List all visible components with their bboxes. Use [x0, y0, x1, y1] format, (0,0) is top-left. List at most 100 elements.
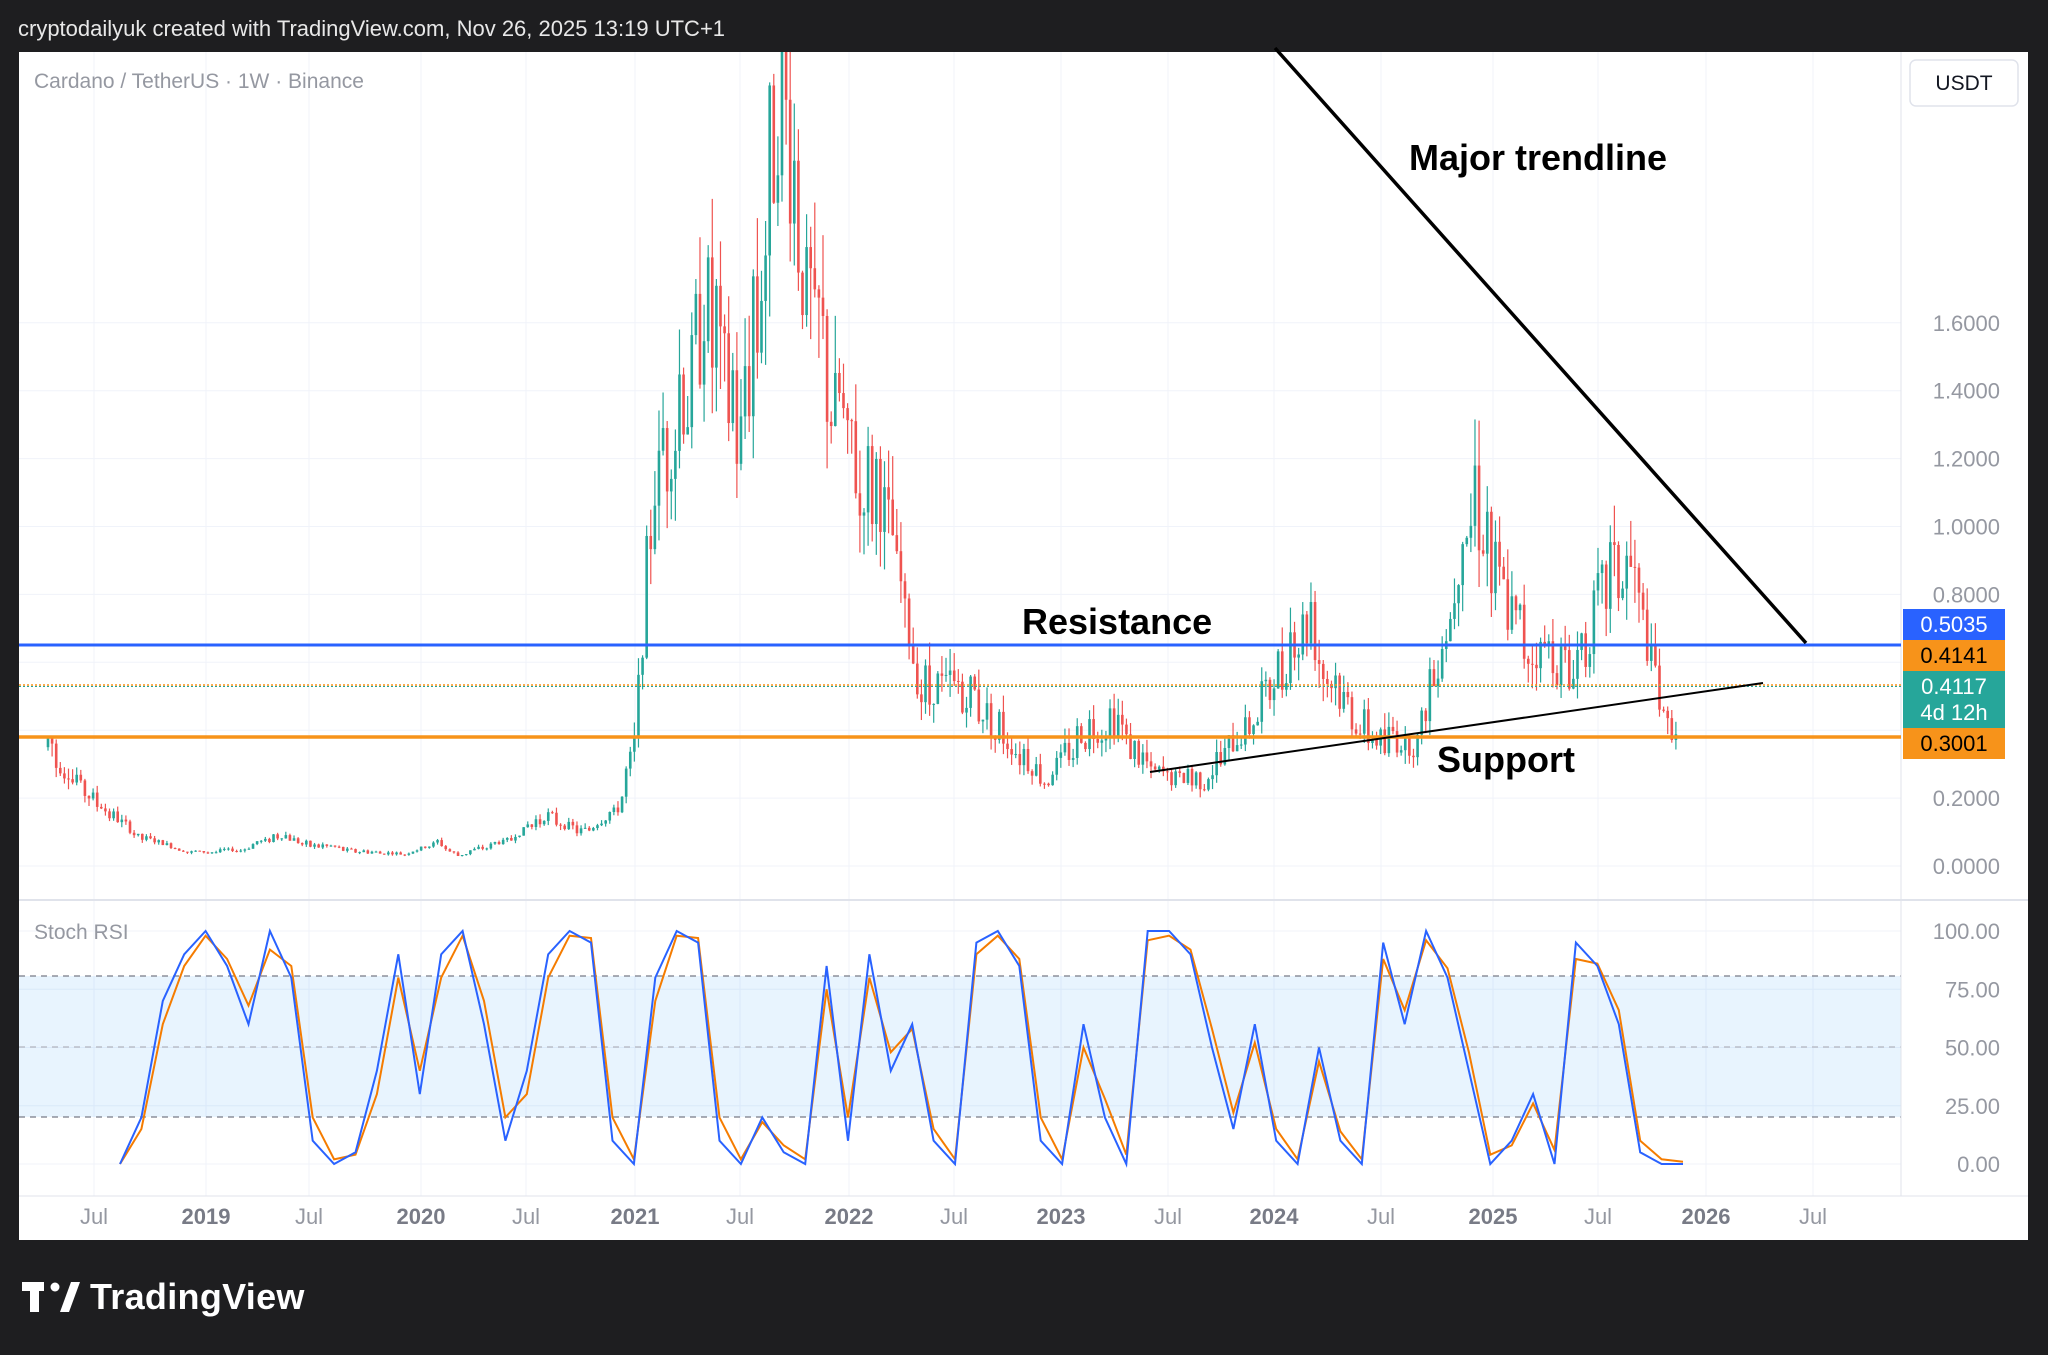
candle-body	[760, 300, 763, 353]
candle-body	[1014, 754, 1018, 756]
candle-body	[944, 674, 948, 676]
candle-body	[1461, 544, 1464, 586]
price-chart[interactable]: Major trendline Resistance Support Carda…	[0, 0, 2048, 1240]
candle-body	[575, 825, 579, 834]
candle-body	[1088, 719, 1091, 750]
price-axis[interactable]: 1.60001.40001.20001.00000.80000.60000.20…	[1933, 311, 2000, 879]
candle-body	[518, 835, 521, 837]
candle-body	[67, 778, 70, 780]
candle-body	[555, 812, 558, 825]
indicator-title[interactable]: Stoch RSI	[34, 921, 129, 944]
candle-body	[1465, 537, 1469, 545]
chart-credit: cryptodailyuk created with TradingView.c…	[18, 16, 726, 41]
candle-body	[1264, 679, 1268, 682]
price-tick-label: 1.4000	[1933, 379, 2000, 404]
stoch-k-line[interactable]	[119, 927, 1683, 1168]
tradingview-wordmark: TradingView	[90, 1276, 305, 1317]
candle-body	[108, 811, 111, 819]
stoch-tick-label: 100.00	[1933, 919, 2000, 944]
candle-body	[907, 598, 911, 646]
candle-body	[825, 315, 829, 422]
candle-body	[423, 846, 427, 848]
price-tick-label: 1.2000	[1933, 447, 2000, 472]
stoch-tick-label: 0.00	[1957, 1152, 2000, 1177]
candle-body	[866, 446, 870, 513]
candle-body	[284, 835, 288, 839]
candle-body	[829, 421, 833, 427]
tradingview-logo[interactable]: TradingView	[22, 1276, 305, 1318]
candle-body	[764, 255, 767, 301]
candle-body	[1613, 542, 1616, 545]
dotted-price-text: 0.4141	[1920, 643, 1987, 668]
candle-body	[223, 848, 226, 850]
candle-body	[87, 795, 91, 799]
candle-body	[1084, 742, 1087, 750]
candle-body	[702, 341, 706, 385]
candle-body	[542, 820, 546, 825]
candle-body	[255, 841, 259, 845]
candle-body	[583, 827, 587, 829]
support-trendline[interactable]	[1149, 682, 1764, 773]
candle-body	[772, 85, 776, 203]
candle-body	[1531, 663, 1534, 665]
candle-body	[1297, 654, 1300, 658]
candle-body	[1535, 664, 1538, 669]
candle-body	[1063, 742, 1067, 753]
support-label: Support	[1437, 739, 1575, 780]
candle-body	[1498, 541, 1501, 567]
candle-body	[690, 335, 694, 428]
candle-body	[1387, 726, 1391, 754]
candle-body	[1666, 710, 1669, 719]
candle-body	[698, 293, 702, 385]
currency-badge[interactable]	[1909, 59, 2019, 107]
candle-body	[514, 836, 517, 841]
candle-body	[136, 833, 140, 836]
candle-body	[346, 848, 349, 851]
candle-body	[198, 850, 202, 852]
last-price-tag	[1903, 671, 2005, 728]
candle-body	[1080, 726, 1083, 743]
candle-body	[715, 285, 718, 368]
candle-body	[813, 268, 817, 290]
candle-body	[194, 850, 197, 852]
candle-body	[645, 535, 648, 658]
candle-body	[1395, 731, 1399, 753]
candle-body	[1305, 614, 1309, 644]
candle-body	[460, 854, 464, 856]
time-axis[interactable]: Jul 2019 Jul 2020 Jul 2021 Jul 2022 Jul 2023 Jul 20…	[80, 1204, 1827, 1229]
candle-body	[784, 52, 788, 100]
symbol-title[interactable]: Cardano / TetherUS · 1W · Binance	[34, 70, 364, 93]
candle-body	[899, 551, 903, 582]
candle-body	[911, 645, 915, 664]
candle-body	[526, 824, 530, 828]
stoch-d-line[interactable]	[119, 933, 1684, 1165]
candle-body	[1625, 555, 1628, 589]
candle-body	[124, 819, 128, 822]
candle-body	[1125, 724, 1128, 735]
candle-body	[1326, 678, 1329, 684]
candle-body	[1235, 745, 1239, 752]
candle-body	[1190, 768, 1194, 786]
candle-body	[797, 160, 800, 273]
candle-body	[862, 512, 866, 516]
major-trendline[interactable]	[1273, 46, 1808, 645]
candle-body	[1280, 651, 1284, 690]
candle-body	[71, 779, 74, 783]
candle-body	[1186, 768, 1190, 783]
candle-series[interactable]	[46, 52, 1678, 857]
candle-body	[924, 665, 927, 703]
last-price-text: 0.4117	[1921, 674, 1987, 699]
candle-body	[1051, 774, 1054, 786]
time-axis-label: Jul	[80, 1204, 108, 1229]
candle-body	[1100, 740, 1104, 743]
candle-body	[395, 852, 398, 855]
candle-body	[686, 427, 689, 435]
candle-body	[1170, 772, 1173, 786]
candle-body	[473, 848, 476, 851]
stoch-axis[interactable]: 100.00 75.00 50.00 25.00 0.00	[1933, 919, 2000, 1177]
candle-body	[218, 849, 222, 853]
candle-body	[1383, 729, 1387, 754]
candle-body	[1137, 740, 1141, 765]
candle-body	[1244, 717, 1247, 745]
candle-body	[54, 743, 58, 768]
